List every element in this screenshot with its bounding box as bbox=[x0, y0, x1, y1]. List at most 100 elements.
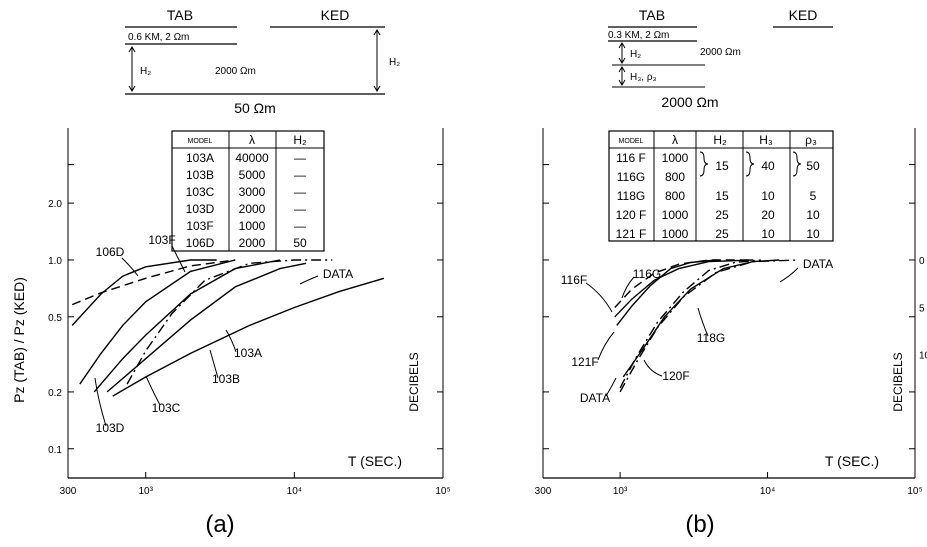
table-b-cell: 25 bbox=[715, 208, 729, 222]
schematic-a-tab-label: TAB bbox=[167, 7, 193, 23]
table-a: MODEL λ H₂ 103A 40000 — 103B 5000 — 103C 3000 — 1… bbox=[171, 130, 325, 252]
curve-label-116f: 116F bbox=[561, 273, 587, 287]
x-tick-label: 10⁴ bbox=[760, 486, 775, 497]
y-tick-label: 2.0 bbox=[48, 199, 62, 210]
y-tick-label: 1.0 bbox=[48, 256, 62, 267]
table-a-cell: — bbox=[294, 151, 306, 165]
x-tick-label: 300 bbox=[535, 486, 552, 497]
panel-label-a: (a) bbox=[205, 511, 234, 538]
table-a-header-model: MODEL bbox=[188, 138, 213, 145]
series-line-data bbox=[619, 259, 798, 393]
curve-label-103d: 103D bbox=[96, 421, 125, 435]
chart-a-y-label: Pz (TAB) / Pz (KED) bbox=[11, 277, 27, 403]
series-line-data bbox=[126, 259, 333, 385]
chart-a: 300 10³ 10⁴ 10⁵ 0.1 0.2 0.5 1.0 2.0 103A 103B 103C 1… bbox=[48, 128, 451, 497]
table-a-cell: — bbox=[294, 219, 306, 233]
y2-tick-label: 0 bbox=[919, 256, 925, 267]
annotation-leader bbox=[779, 267, 799, 283]
annotation-leader bbox=[605, 377, 617, 397]
curve-label-data: DATA bbox=[803, 257, 833, 271]
table-b-cell: 800 bbox=[665, 170, 685, 184]
table-b-cell: 50 bbox=[806, 159, 820, 173]
table-b-cell: 1000 bbox=[662, 227, 689, 241]
table-a-cell: 2000 bbox=[239, 236, 266, 250]
table-a-cell: — bbox=[294, 168, 306, 182]
table-b-header-model: MODEL bbox=[619, 138, 644, 145]
table-b-cell: 15 bbox=[715, 159, 729, 173]
table-b-cell: 5 bbox=[810, 189, 817, 203]
annotation-leader bbox=[299, 275, 319, 285]
table-b-cell: 116G bbox=[617, 170, 645, 184]
annotation-leader bbox=[643, 359, 663, 377]
schematic-b-ked-label: KED bbox=[789, 7, 818, 23]
table-a-header-h2: H₂ bbox=[293, 133, 307, 147]
curve-label-data: DATA bbox=[323, 267, 353, 281]
table-a-cell: — bbox=[294, 185, 306, 199]
table-b-cell: 15 bbox=[715, 189, 729, 203]
table-a-cell: 103A bbox=[186, 151, 214, 165]
schematic-a-h2-right-label: H₂ bbox=[389, 57, 400, 68]
series-line-103c bbox=[93, 259, 281, 393]
table-b-cell: 10 bbox=[806, 227, 820, 241]
x-tick-label: 10³ bbox=[138, 486, 153, 497]
series-line-103d bbox=[79, 259, 236, 385]
annotation-leader bbox=[145, 375, 161, 406]
schematic-a-bottom-label: 50 Ωm bbox=[234, 100, 276, 116]
chart-a-y2-label: DECIBELS bbox=[407, 352, 421, 411]
table-b-cell: 10 bbox=[761, 189, 775, 203]
table-b-cell: 10 bbox=[761, 227, 775, 241]
schematic-a: TAB KED 0.6 KM, 2 Ωm H₂ 2000 Ωm H₂ 50 Ωm bbox=[125, 7, 400, 116]
brace-rho3 bbox=[792, 151, 802, 177]
chart-b: 300 10³ 10⁴ 10⁵ 0 5 10 116F 116G 121F 118G 120F DATA… bbox=[535, 128, 927, 497]
brace-h2 bbox=[699, 151, 709, 177]
table-a-cell: 50 bbox=[293, 236, 307, 250]
table-a-cell: 103B bbox=[186, 168, 214, 182]
curve-label-data-2: DATA bbox=[580, 391, 610, 405]
annotation-leader bbox=[621, 276, 635, 299]
curve-label-118g: 118G bbox=[697, 331, 725, 345]
table-b: MODEL λ H₂ H₃ ρ₃ 116 F 1000 15 40 50 116G 800 1… bbox=[608, 130, 834, 242]
table-b-cell: 121 F bbox=[616, 227, 647, 241]
curve-label-103f: 103F bbox=[148, 233, 175, 247]
table-b-cell: 1000 bbox=[662, 208, 689, 222]
table-a-cell: 103C bbox=[186, 185, 215, 199]
schematic-b-layer-label: 0.3 KM, 2 Ωm bbox=[608, 30, 669, 41]
table-a-cell: 3000 bbox=[239, 185, 266, 199]
annotation-leader bbox=[585, 282, 613, 313]
table-b-cell: 40 bbox=[761, 159, 775, 173]
table-a-cell: 40000 bbox=[235, 151, 269, 165]
curve-label-106d: 106D bbox=[96, 245, 125, 259]
table-b-header-rho3: ρ₃ bbox=[805, 133, 817, 147]
schematic-a-substrate-label: 2000 Ωm bbox=[215, 66, 256, 77]
table-a-cell: 106D bbox=[186, 236, 215, 250]
schematic-b-tab-label: TAB bbox=[639, 7, 665, 23]
annotation-leader bbox=[94, 377, 107, 427]
table-b-cell: 20 bbox=[761, 208, 775, 222]
annotation-leader bbox=[225, 329, 237, 353]
annotation-leader bbox=[209, 349, 219, 379]
x-tick-label: 300 bbox=[60, 486, 77, 497]
curve-label-121f: 121F bbox=[571, 355, 598, 369]
series-line-106d bbox=[71, 259, 236, 306]
schematic-b-bottom-label: 2000 Ωm bbox=[661, 94, 718, 110]
chart-a-x-label: T (SEC.) bbox=[348, 453, 402, 469]
annotation-leader bbox=[171, 245, 186, 273]
table-b-header-h3: H₃ bbox=[759, 133, 773, 147]
table-b-header-lambda: λ bbox=[672, 133, 678, 147]
y-tick-label: 0.1 bbox=[48, 445, 62, 456]
schematic-b-h2-label: H₂ bbox=[630, 49, 641, 60]
y2-tick-label: 10 bbox=[919, 350, 927, 361]
x-tick-label: 10⁵ bbox=[907, 486, 922, 497]
table-b-cell: 25 bbox=[715, 227, 729, 241]
series-line-121f bbox=[616, 259, 717, 326]
table-a-cell: 103D bbox=[186, 202, 215, 216]
table-a-cell: 2000 bbox=[239, 202, 266, 216]
brace-h3 bbox=[745, 151, 755, 177]
table-b-cell: 10 bbox=[806, 208, 820, 222]
annotation-leader bbox=[697, 307, 709, 337]
table-b-cell: 120 F bbox=[616, 208, 647, 222]
table-a-cell: — bbox=[294, 202, 306, 216]
table-a-cell: 5000 bbox=[239, 168, 266, 182]
curve-label-116g: 116G bbox=[633, 267, 661, 281]
